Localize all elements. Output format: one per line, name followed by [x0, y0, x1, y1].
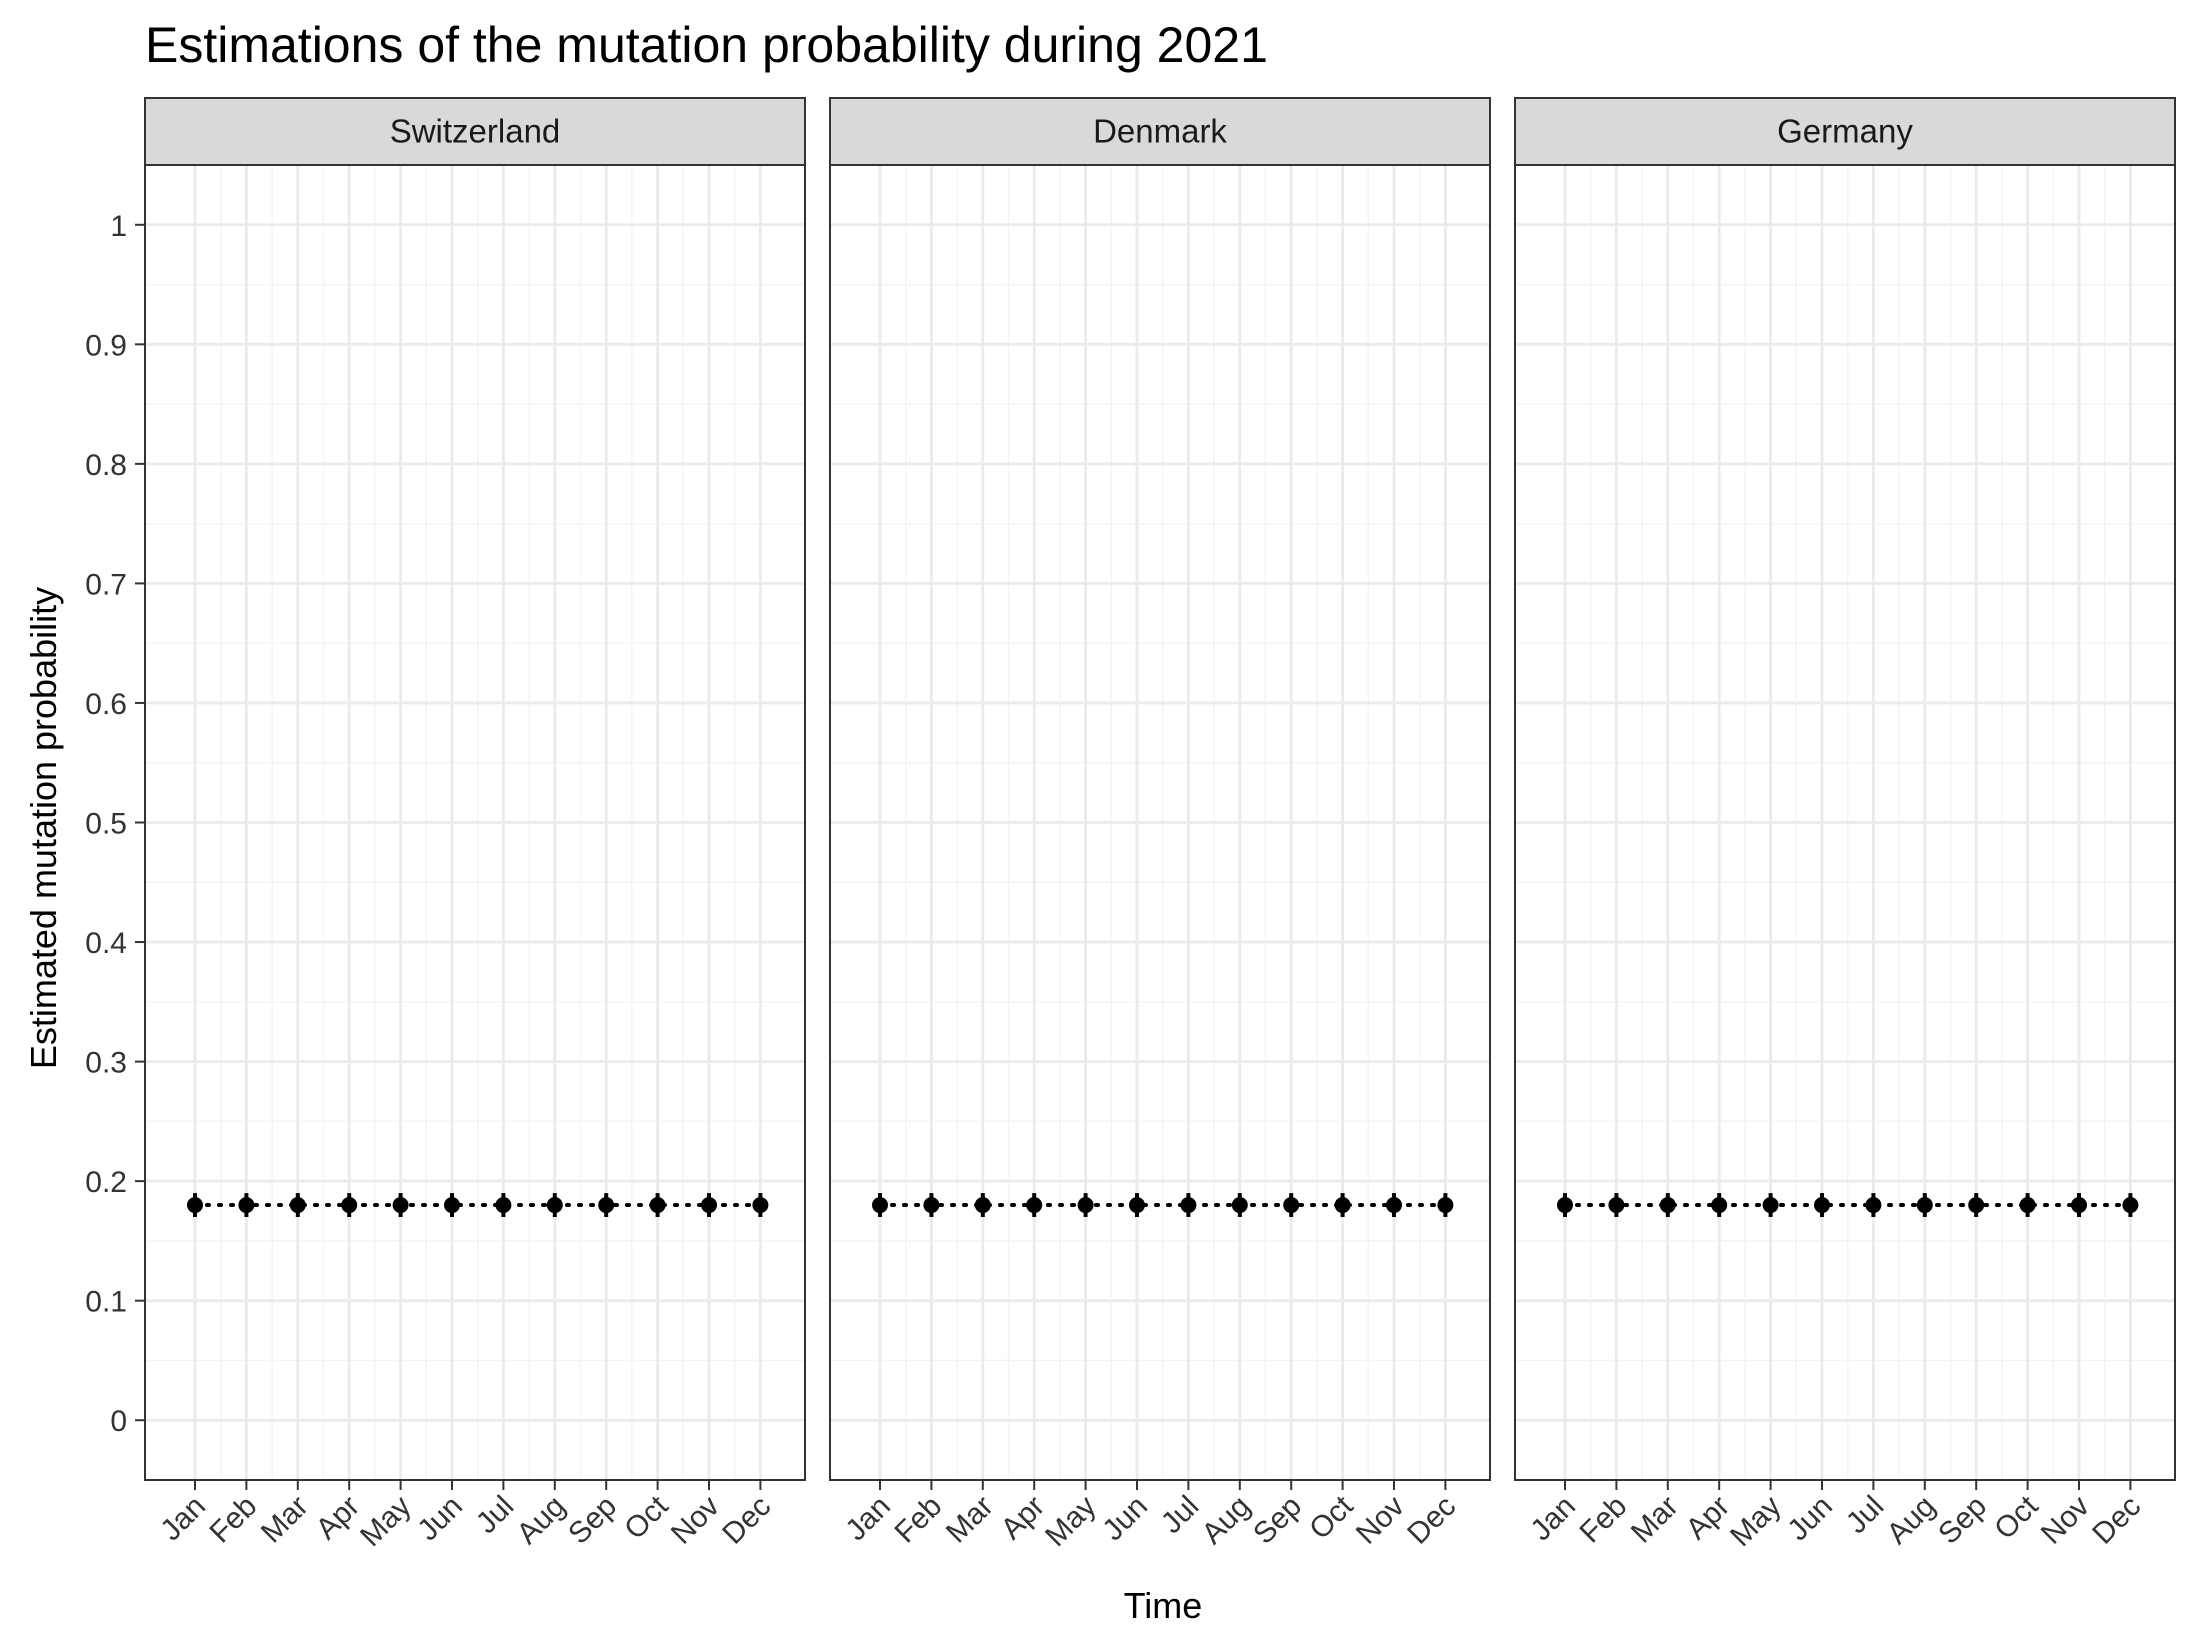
- data-point: [546, 1197, 563, 1214]
- facet-strip-label: Germany: [1777, 113, 1913, 150]
- data-point: [1865, 1197, 1882, 1214]
- data-point: [341, 1197, 358, 1214]
- data-point: [444, 1197, 460, 1214]
- facet-strip-label: Switzerland: [390, 113, 561, 150]
- y-tick-label: 0.3: [85, 1047, 127, 1080]
- chart-title: Estimations of the mutation probability …: [145, 17, 1268, 73]
- y-axis-title: Estimated mutation probability: [23, 587, 64, 1069]
- data-point: [1762, 1197, 1779, 1214]
- data-point: [1437, 1197, 1454, 1214]
- y-tick-label: 0.6: [85, 688, 127, 721]
- facet-strip: [829, 97, 1491, 166]
- data-point: [1386, 1197, 1402, 1214]
- y-tick-label: 0.2: [85, 1166, 127, 1199]
- data-point: [1916, 1197, 1933, 1214]
- data-point: [752, 1197, 769, 1214]
- facet-strip: [1514, 97, 2176, 166]
- data-point: [1608, 1197, 1625, 1214]
- data-point: [598, 1197, 615, 1214]
- data-point: [1231, 1197, 1248, 1214]
- y-tick-label: 0.7: [85, 568, 127, 601]
- data-point: [1968, 1197, 1985, 1214]
- data-point: [1180, 1197, 1197, 1214]
- data-point: [1026, 1197, 1043, 1214]
- data-point: [649, 1197, 666, 1214]
- data-point: [289, 1197, 306, 1214]
- data-point: [1557, 1197, 1573, 1214]
- data-point: [238, 1197, 255, 1214]
- data-point: [923, 1197, 940, 1214]
- data-point: [1283, 1197, 1300, 1214]
- y-tick-label: 0.9: [85, 329, 127, 362]
- data-point: [1129, 1197, 1145, 1214]
- data-point: [2071, 1197, 2087, 1214]
- data-point: [1659, 1197, 1676, 1214]
- data-point: [2019, 1197, 2036, 1214]
- data-point: [1814, 1197, 1830, 1214]
- data-point: [701, 1197, 717, 1214]
- data-point: [2122, 1197, 2139, 1214]
- y-tick-label: 0.1: [85, 1286, 127, 1319]
- data-point: [187, 1197, 203, 1214]
- facet-strip: [144, 97, 806, 166]
- y-tick-label: 0.8: [85, 449, 127, 482]
- y-tick-label: 0.4: [85, 927, 127, 960]
- data-point: [392, 1197, 409, 1214]
- facet-strip-label: Denmark: [1093, 113, 1227, 150]
- data-point: [872, 1197, 888, 1214]
- data-point: [1334, 1197, 1351, 1214]
- y-tick-label: 1: [110, 210, 127, 243]
- data-point: [1077, 1197, 1094, 1214]
- data-point: [495, 1197, 512, 1214]
- y-tick-label: 0: [110, 1405, 127, 1438]
- data-point: [1711, 1197, 1728, 1214]
- y-tick-label: 0.5: [85, 808, 127, 841]
- x-axis-title: Time: [1124, 1585, 1203, 1626]
- data-point: [974, 1197, 991, 1214]
